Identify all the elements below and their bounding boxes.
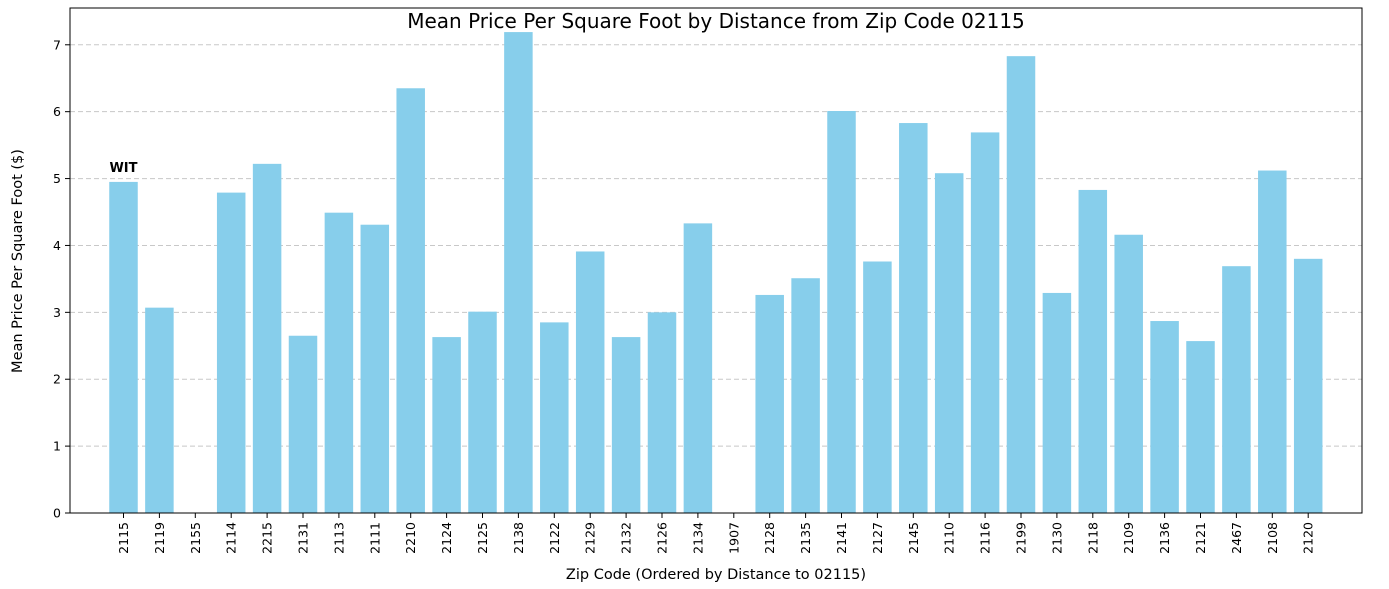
bar [396,88,425,514]
bar [468,311,497,513]
x-tick-label: 2467 [1229,522,1244,554]
bar [1114,234,1143,513]
x-tick-label: 2199 [1014,522,1029,554]
bar [575,251,605,513]
x-tick-label: 2129 [583,522,598,554]
x-tick-label: 2121 [1193,522,1208,554]
x-tick-label: 1907 [726,522,741,554]
bar [683,223,713,513]
x-tick-label: 2127 [870,522,885,554]
x-tick-label: 2111 [367,522,382,554]
bar [899,123,928,513]
bar [540,322,569,513]
x-tick-label: 2114 [224,522,239,554]
grid [70,44,1362,447]
x-tick-label: 2118 [1085,522,1100,554]
bar [1150,321,1179,513]
bar [1078,189,1108,513]
x-tick-label: 2126 [655,522,670,554]
x-tick-label: 2124 [439,522,454,554]
x-tick-label: 2135 [798,522,813,554]
x-tick-label: 2131 [296,522,311,554]
y-tick-label: 0 [53,506,61,521]
x-tick-label: 2132 [619,522,634,554]
x-tick-label: 2130 [1049,522,1064,554]
x-tick-label: 2108 [1265,522,1280,554]
bar [755,294,784,513]
bar [934,173,964,513]
bars [109,32,1323,514]
x-tick-label: 2210 [403,522,418,554]
x-tick-label: 2120 [1301,522,1316,554]
x-tick-label: 2122 [547,522,562,554]
bar [1258,170,1287,513]
plot-frame [69,7,1363,514]
y-tick-label: 3 [53,305,61,320]
bar [1042,292,1072,513]
bar [1222,266,1251,513]
bar [863,261,892,513]
bar [360,224,390,514]
bar [611,337,641,513]
x-tick-label: 2115 [116,522,131,554]
x-tick-label: 2128 [762,522,777,554]
x-tick-label: 2134 [690,522,705,554]
x-tick-label: 2113 [331,522,346,554]
x-tick-label: 2155 [188,522,203,554]
x-tick-label: 2141 [834,522,849,554]
y-tick-label: 1 [53,439,61,454]
bar [109,181,138,513]
x-tick-label: 2110 [942,522,957,554]
bar [1186,341,1215,513]
y-axis-label: Mean Price Per Square Foot ($) [10,149,26,373]
y-tick-label: 7 [53,37,61,52]
bar [216,192,246,514]
bar [504,32,533,514]
annotations: WIT [109,161,137,176]
y-tick-label: 5 [53,171,61,186]
bar [1006,56,1036,514]
x-tick-label: 2136 [1157,522,1172,554]
x-axis: 2115 2119 2155 2114 2215 2131 2113 2111 2210 2124… [116,513,1316,554]
chart-title: Mean Price Per Square Foot by Distance f… [407,9,1025,33]
bar [970,132,1000,514]
y-tick-label: 4 [53,238,61,253]
bar [145,307,174,513]
y-axis: 0 1 2 3 4 5 6 7 [53,37,70,521]
x-tick-label: 2145 [906,522,921,554]
bar [324,212,354,514]
x-tick-label: 2116 [978,522,993,554]
y-tick-label: 2 [53,372,61,387]
bar [827,111,856,513]
bar [791,278,820,513]
x-tick-label: 2109 [1121,522,1136,554]
bar [1293,258,1323,513]
bar [647,312,677,513]
x-tick-label: 2119 [152,522,167,554]
y-tick-label: 6 [53,104,61,119]
x-tick-label: 2138 [511,522,526,554]
annotation-label: WIT [109,161,137,176]
bar [252,163,282,513]
x-tick-label: 2125 [475,522,490,554]
bar [432,337,461,513]
bar [288,335,318,513]
x-tick-label: 2215 [260,522,275,554]
x-axis-label: Zip Code (Ordered by Distance to 02115) [566,567,866,583]
